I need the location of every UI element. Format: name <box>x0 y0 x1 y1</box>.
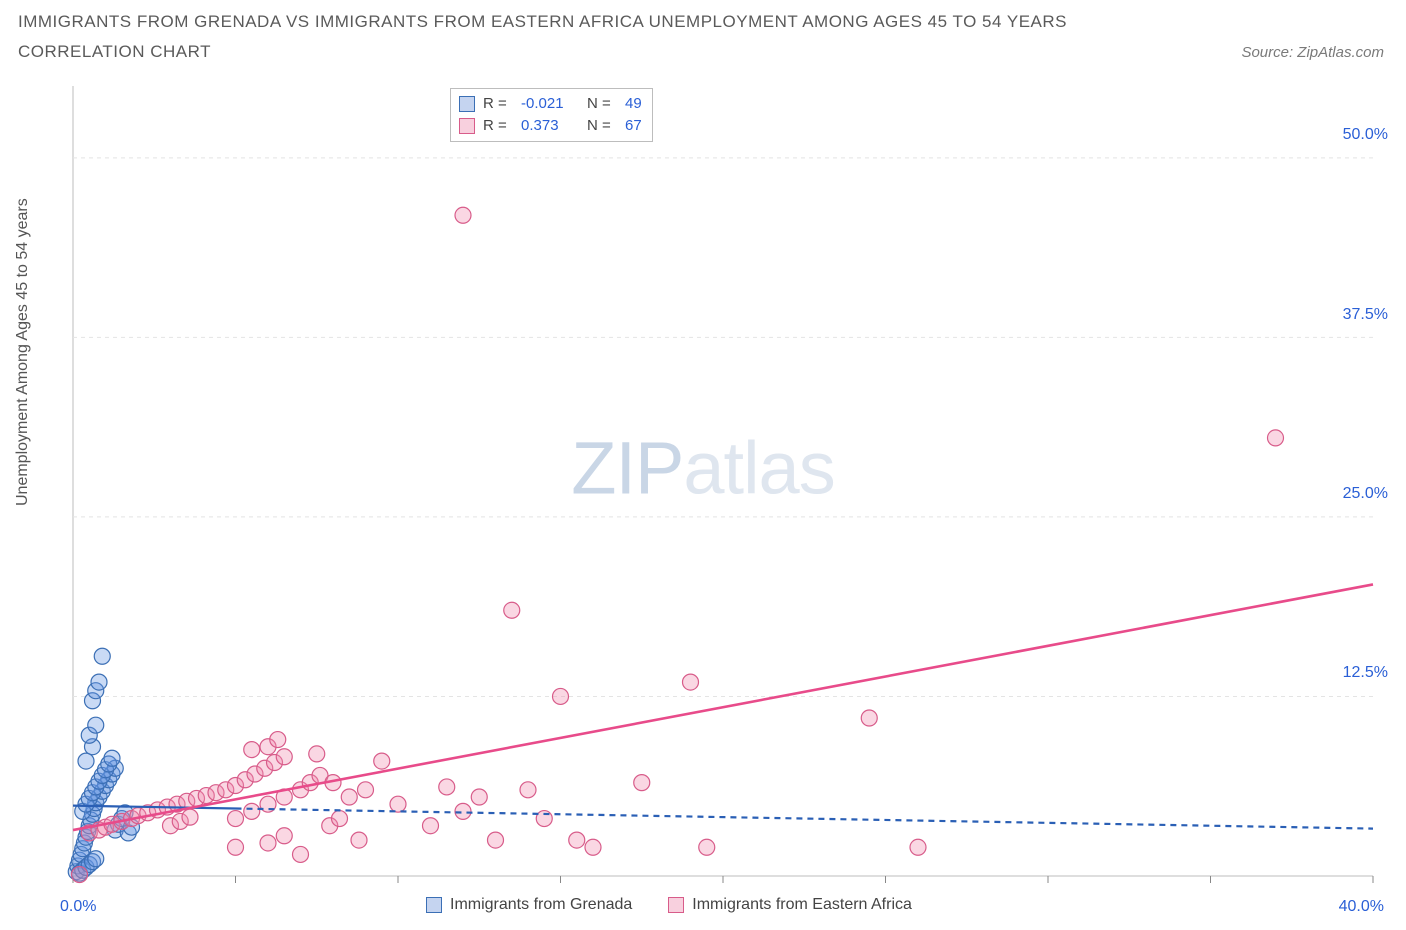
swatch-pink-icon <box>668 897 684 913</box>
chart-title-line2: CORRELATION CHART <box>18 42 1388 62</box>
r-label: R = <box>483 115 513 137</box>
legend-stats-row-eastern-africa: R = 0.373 N = 67 <box>459 115 642 137</box>
legend-series: Immigrants from Grenada Immigrants from … <box>426 896 912 914</box>
legend-label: Immigrants from Grenada <box>450 896 632 914</box>
r-label: R = <box>483 93 513 115</box>
r-value: -0.021 <box>521 93 579 115</box>
n-label: N = <box>587 115 617 137</box>
legend-item-eastern-africa: Immigrants from Eastern Africa <box>668 896 912 914</box>
n-value: 67 <box>625 115 642 137</box>
r-value: 0.373 <box>521 115 579 137</box>
legend-label: Immigrants from Eastern Africa <box>692 896 912 914</box>
n-label: N = <box>587 93 617 115</box>
scatter-plot-svg <box>18 86 1388 916</box>
n-value: 49 <box>625 93 642 115</box>
legend-item-grenada: Immigrants from Grenada <box>426 896 632 914</box>
legend-stats-row-grenada: R = -0.021 N = 49 <box>459 93 642 115</box>
swatch-blue-icon <box>459 96 475 112</box>
correlation-chart: Unemployment Among Ages 45 to 54 years Z… <box>18 86 1388 916</box>
chart-title-line1: IMMIGRANTS FROM GRENADA VS IMMIGRANTS FR… <box>18 12 1388 32</box>
legend-stats: R = -0.021 N = 49 R = 0.373 N = 67 <box>450 88 653 142</box>
swatch-pink-icon <box>459 118 475 134</box>
swatch-blue-icon <box>426 897 442 913</box>
source-attribution: Source: ZipAtlas.com <box>1241 44 1384 61</box>
